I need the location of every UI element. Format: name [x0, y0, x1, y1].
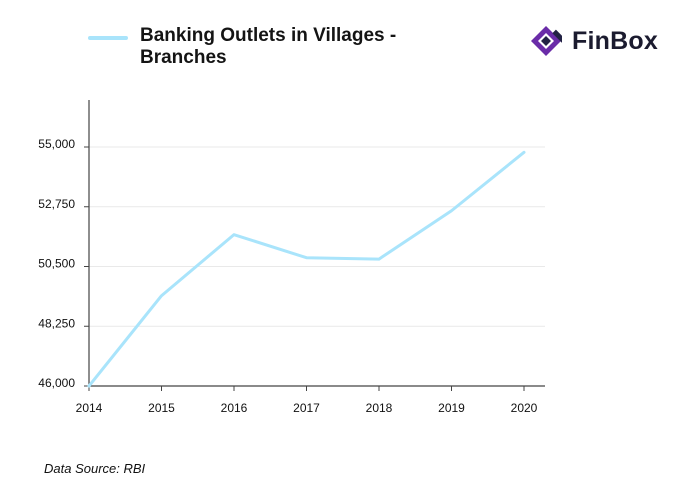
- x-tick-label: 2018: [366, 401, 393, 415]
- y-tick-label: 52,750: [38, 197, 75, 211]
- grid-lines: [89, 146, 545, 327]
- y-tick-label: 48,250: [38, 316, 75, 330]
- series: [87, 150, 526, 388]
- legend: Banking Outlets in Villages - Branches: [88, 25, 420, 69]
- x-tick-label: 2020: [511, 401, 538, 415]
- x-tick-label: 2014: [76, 401, 103, 415]
- finbox-logo: FinBox: [530, 25, 658, 57]
- y-tick-label: 55,000: [38, 137, 75, 151]
- x-tick-label: 2015: [148, 401, 175, 415]
- data-source-note: Data Source: RBI: [44, 461, 146, 476]
- legend-swatch: [88, 36, 128, 40]
- legend-label: Banking Outlets in Villages - Branches: [140, 25, 397, 68]
- y-tick-label: 46,000: [38, 376, 75, 390]
- series-line: [87, 150, 526, 388]
- y-tick-labels: 46,000 48,250 50,500 52,750 55,000: [38, 137, 89, 390]
- x-tick-labels: 2014 2015 2016 2017 2018 2019 2020: [76, 386, 538, 415]
- x-tick-label: 2017: [293, 401, 320, 415]
- logo-text: FinBox: [572, 26, 658, 55]
- x-tick-label: 2016: [221, 401, 248, 415]
- finbox-logo-icon: [531, 26, 562, 56]
- axes: [88, 100, 545, 387]
- y-tick-label: 50,500: [38, 257, 75, 271]
- x-tick-label: 2019: [438, 401, 465, 415]
